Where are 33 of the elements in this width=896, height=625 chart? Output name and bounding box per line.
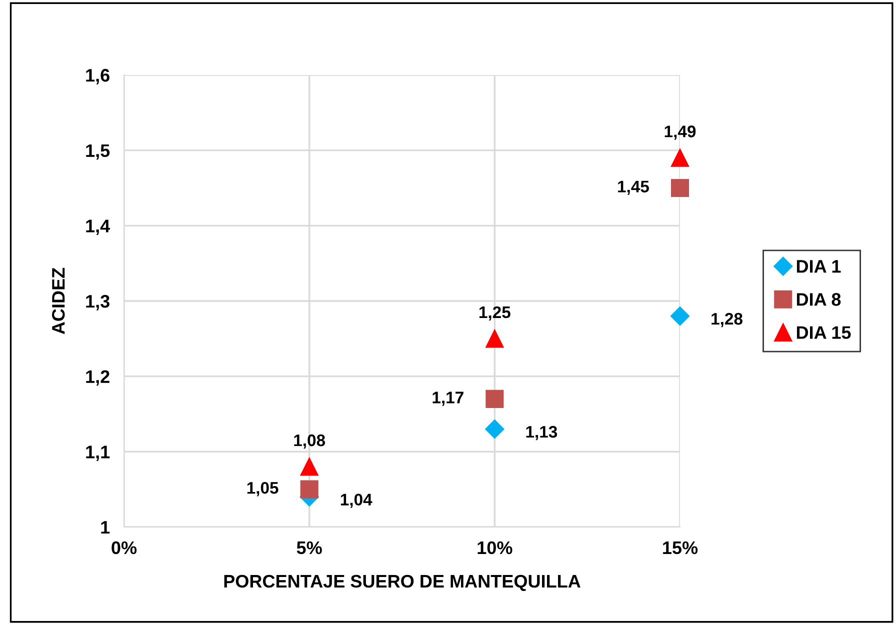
y-tick-label: 1,5	[86, 144, 110, 160]
y-tick-label: 1,6	[86, 68, 110, 84]
point	[300, 458, 318, 476]
y-axis-title: ACIDEZ	[52, 268, 65, 334]
point	[486, 330, 504, 348]
point	[670, 148, 690, 167]
data-label: 1,17	[432, 392, 464, 406]
data-label: 1,04	[340, 494, 372, 508]
data-label: 1,45	[618, 180, 649, 195]
y-tick-label: 1	[101, 521, 110, 534]
x-tick-label: 15%	[663, 541, 698, 554]
y-tick-label: 1,1	[86, 446, 110, 462]
legend-label: DIA 15	[796, 326, 851, 339]
x-tick-label: 5%	[296, 541, 322, 554]
data-label: 1,25	[480, 306, 510, 321]
y-tick-label: 1,4	[86, 220, 110, 236]
point	[486, 390, 504, 408]
data-label: 1,13	[526, 426, 558, 440]
legend-label: DIA 1	[796, 260, 841, 273]
y-tick-label: 1,2	[86, 370, 110, 386]
data-label: 1,08	[294, 434, 326, 449]
data-label: 1,28	[712, 312, 742, 328]
point	[485, 420, 504, 439]
data-label: 1,05	[247, 482, 278, 496]
point	[300, 480, 318, 498]
data-label: 1,49	[664, 126, 696, 140]
point	[670, 178, 690, 198]
x-axis-title: PORCENTAJE SUERO DE MANTEQUILLA	[224, 574, 580, 592]
point	[670, 306, 690, 326]
y-tick-label: 1,3	[86, 294, 110, 310]
legend-label: DIA 8	[796, 293, 841, 306]
x-tick-label: 0%	[112, 541, 137, 554]
x-tick-label: 10%	[478, 541, 512, 554]
